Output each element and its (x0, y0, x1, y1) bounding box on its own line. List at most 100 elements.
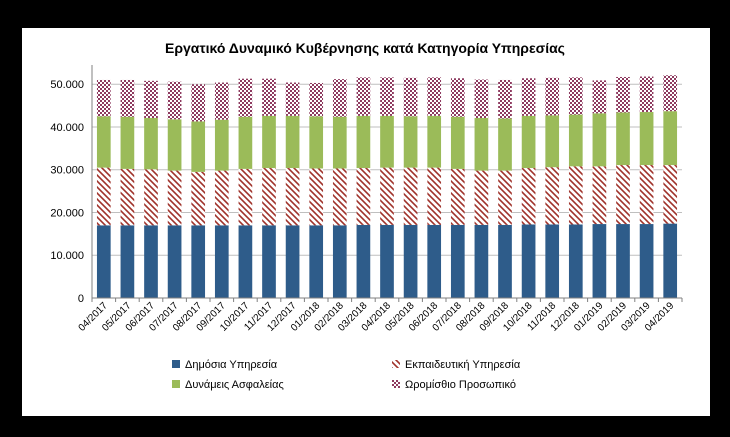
bar-segment-4 (144, 80, 158, 119)
bar-segment-3 (568, 114, 583, 167)
bar-segment-2 (639, 165, 654, 225)
bar-segment-4 (427, 77, 442, 116)
bar-segment-1 (568, 224, 583, 298)
bar-segment-1 (96, 225, 111, 298)
bar-segment-4 (592, 80, 607, 114)
bar-segment-4 (356, 77, 371, 116)
bar-segment-3 (474, 118, 489, 171)
bar-segment-4 (96, 79, 111, 117)
bar-segment-2 (120, 168, 135, 226)
bar-segment-4 (545, 77, 560, 116)
y-tick-label: 40.000 (50, 122, 84, 134)
bar-segment-1 (238, 225, 253, 298)
bar-segment-3 (191, 121, 206, 172)
bar-segment-3 (498, 118, 512, 171)
bar-segment-4 (403, 77, 418, 117)
bar-segment-4 (262, 78, 276, 116)
bar-segment-3 (356, 115, 371, 169)
bar-segment-2 (450, 168, 465, 225)
y-tick-label: 20.000 (50, 207, 84, 219)
bar-segment-2 (403, 167, 418, 225)
bar-segment-2 (616, 165, 630, 225)
bar-segment-2 (568, 166, 583, 225)
bar-segment-2 (498, 170, 512, 225)
bar-segment-3 (96, 116, 111, 168)
bar-segment-1 (403, 224, 418, 298)
bar-segment-2 (332, 168, 347, 226)
bar-segment-4 (191, 84, 206, 122)
legend-label-3: Δυνάμεις Ασφαλείας (185, 379, 284, 391)
chart-title: Εργατικό Δυναμικό Κυβέρνησης κατά Κατηγο… (165, 40, 565, 56)
bar-segment-3 (521, 115, 536, 169)
bar-segment-1 (262, 225, 276, 298)
bar-segment-3 (309, 116, 324, 169)
bar-segment-4 (309, 82, 324, 117)
bar-segment-1 (380, 224, 394, 298)
legend-label-1: Δημόσια Υπηρεσία (185, 359, 278, 371)
bar-segment-1 (427, 224, 442, 298)
bar-segment-4 (332, 79, 347, 117)
bar-segment-1 (191, 225, 206, 298)
bar-segment-4 (568, 77, 583, 115)
bar-segment-3 (120, 116, 135, 169)
bar-segment-4 (521, 78, 536, 116)
bar-segment-1 (521, 224, 536, 298)
bar-segment-1 (639, 224, 654, 298)
bar-segment-2 (191, 171, 206, 226)
bar-segment-1 (663, 223, 678, 298)
bars (96, 75, 678, 298)
legend-label-4: Ωρομίσθιο Προσωπικό (405, 379, 516, 391)
bar-segment-4 (285, 82, 300, 116)
bar-segment-4 (616, 76, 630, 113)
bar-segment-3 (285, 115, 300, 169)
bar-segment-2 (663, 165, 678, 224)
bar-segment-3 (450, 116, 465, 169)
bar-segment-3 (616, 112, 630, 166)
bar-segment-1 (592, 224, 607, 298)
bar-segment-3 (545, 115, 560, 168)
bar-segment-3 (592, 113, 607, 167)
bar-segment-2 (144, 169, 158, 226)
bar-segment-2 (167, 170, 182, 226)
bar-segment-1 (214, 225, 229, 298)
bar-segment-1 (309, 225, 324, 298)
y-tick-label: 0 (78, 293, 84, 305)
bar-segment-1 (332, 225, 347, 298)
bar-segment-1 (545, 224, 560, 298)
bar-segment-3 (639, 112, 654, 166)
bar-segment-4 (120, 79, 135, 117)
bar-segment-2 (214, 170, 229, 226)
bar-segment-4 (663, 75, 678, 112)
bar-segment-1 (450, 224, 465, 298)
y-tick-label: 10.000 (50, 250, 84, 262)
bar-segment-3 (214, 119, 229, 171)
bar-segment-1 (498, 224, 512, 298)
bar-segment-2 (474, 170, 489, 225)
bar-segment-4 (639, 76, 654, 113)
bar-segment-4 (474, 79, 489, 119)
bar-segment-4 (450, 78, 465, 117)
bar-segment-1 (285, 225, 300, 298)
bar-segment-4 (380, 77, 394, 116)
bar-segment-3 (262, 115, 276, 169)
bar-segment-2 (262, 168, 276, 226)
bar-segment-2 (380, 167, 394, 225)
legend-swatch-1 (172, 360, 180, 368)
legend: Δημόσια Υπηρεσία Εκπαιδευτική Υπηρεσία Δυν… (172, 359, 521, 391)
bar-segment-3 (238, 116, 253, 169)
legend-swatch-2 (392, 360, 400, 368)
bar-segment-4 (167, 81, 182, 120)
bar-segment-2 (521, 168, 536, 225)
bar-segment-4 (498, 79, 512, 119)
bar-segment-2 (238, 168, 253, 226)
bar-segment-2 (285, 168, 300, 226)
bar-segment-3 (167, 119, 182, 171)
bar-segment-1 (356, 224, 371, 298)
bar-segment-1 (167, 225, 182, 298)
bar-segment-1 (120, 225, 135, 298)
y-tick-label: 50.000 (50, 79, 84, 91)
bar-segment-1 (616, 224, 630, 298)
legend-swatch-3 (172, 380, 180, 388)
bar-segment-1 (144, 225, 158, 298)
